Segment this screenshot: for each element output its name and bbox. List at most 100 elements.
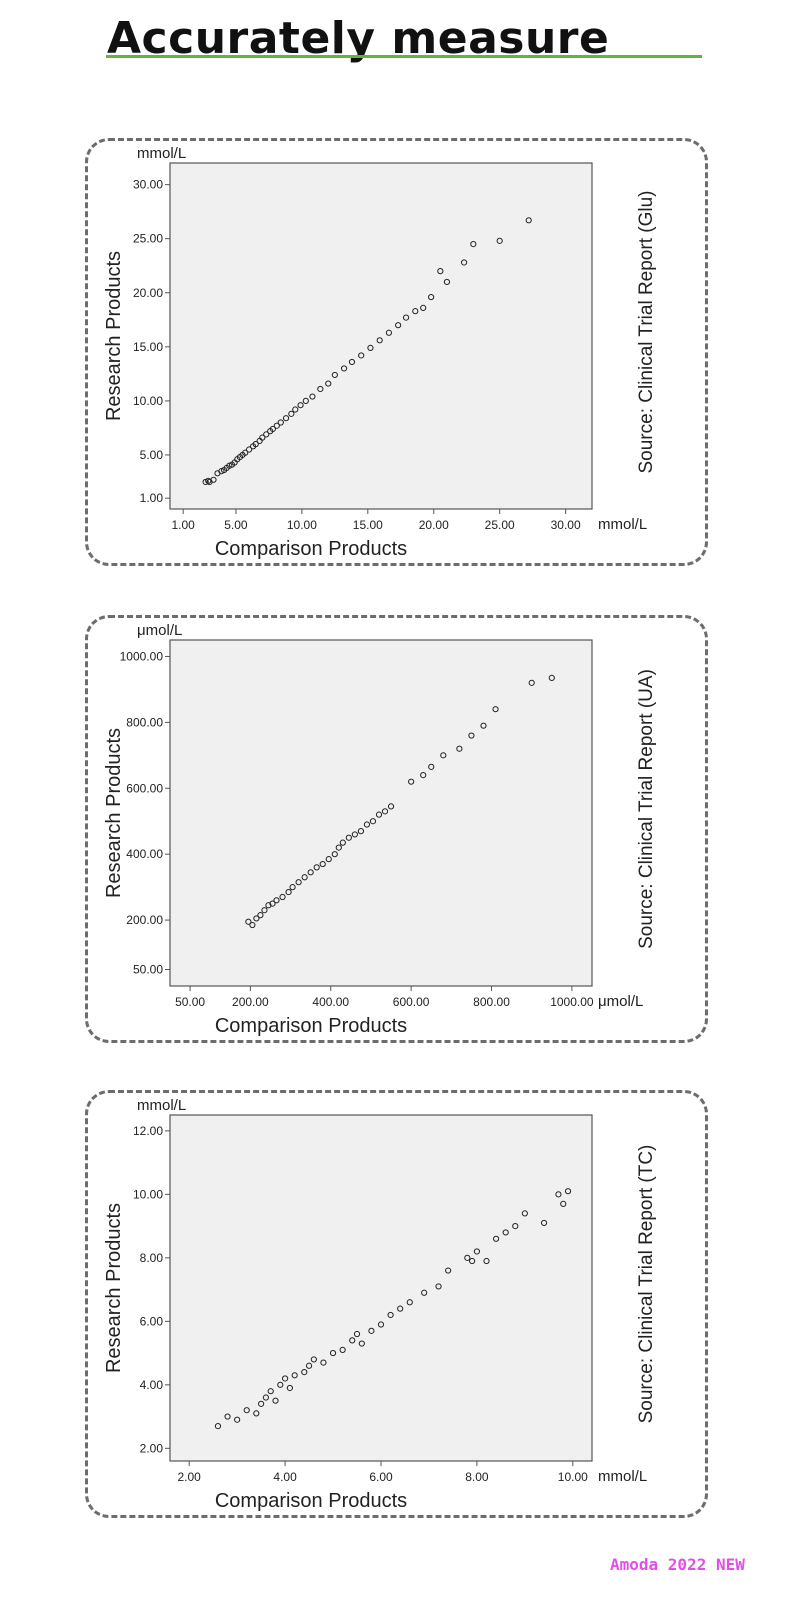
x-tick-label: 50.00 (175, 995, 205, 1009)
data-point (329, 1349, 337, 1357)
x-axis-title: Comparison Products (215, 1015, 407, 1037)
data-point (243, 1407, 250, 1414)
x-tick-label: 800.00 (473, 995, 510, 1009)
data-point (320, 1359, 327, 1366)
data-point (263, 431, 270, 438)
data-point (412, 308, 419, 315)
data-point (521, 1210, 528, 1217)
data-point (214, 1422, 222, 1430)
data-point (469, 1257, 476, 1265)
data-point (273, 422, 280, 429)
data-point (555, 1191, 562, 1198)
y-tick-label: 400.00 (126, 847, 163, 861)
x-tick-label: 5.00 (224, 518, 248, 532)
data-point (297, 402, 304, 409)
ua-chart-panel (85, 615, 708, 1043)
x-tick-label: 25.00 (485, 518, 515, 532)
data-point (548, 674, 555, 681)
y-tick-label: 600.00 (126, 781, 163, 795)
source-note: Source: Clinical Trial Report (UA) (636, 669, 657, 949)
data-point (470, 240, 477, 248)
x-tick-label: 10.00 (558, 1470, 588, 1484)
data-point (291, 1372, 298, 1379)
y-tick-label: 8.00 (140, 1251, 164, 1265)
y-axis-title: Research Products (103, 1203, 125, 1373)
data-point (525, 217, 532, 224)
data-point (369, 818, 377, 825)
data-point (421, 1289, 428, 1296)
data-point (285, 888, 292, 896)
data-point (269, 900, 276, 907)
y-tick-label: 200.00 (126, 913, 163, 927)
x-tick-label: 4.00 (273, 1470, 297, 1484)
x-tick-label: 10.00 (287, 518, 317, 532)
y-axis-unit: mmol/L (137, 1097, 186, 1114)
data-point (468, 732, 475, 739)
data-point (301, 1369, 308, 1376)
data-point (368, 1327, 375, 1334)
data-point (335, 844, 342, 851)
data-point (480, 722, 487, 729)
data-point (353, 1330, 361, 1338)
y-axis-unit: μmol/L (137, 622, 182, 639)
data-point (456, 745, 463, 752)
y-tick-label: 10.00 (133, 1187, 163, 1201)
x-axis-title: Comparison Products (215, 1490, 407, 1512)
data-point (397, 1305, 404, 1312)
y-tick-label: 6.00 (140, 1314, 164, 1328)
data-point (265, 902, 272, 909)
data-point (358, 352, 365, 359)
data-point (279, 893, 286, 901)
y-axis-title: Research Products (103, 728, 125, 898)
data-point (528, 679, 535, 686)
data-point (339, 839, 346, 846)
data-point (319, 860, 326, 868)
data-point (292, 406, 299, 413)
data-point (443, 278, 451, 286)
data-point (258, 1400, 265, 1407)
glu-chart-panel (85, 138, 708, 566)
data-point (387, 1311, 394, 1319)
data-point (395, 322, 402, 329)
data-point (295, 879, 302, 886)
data-point (540, 1219, 548, 1227)
x-axis-unit: mmol/L (598, 516, 647, 533)
data-point (428, 293, 435, 301)
data-point (325, 380, 332, 387)
y-tick-label: 15.00 (133, 340, 163, 354)
y-tick-label: 25.00 (133, 232, 163, 246)
data-point (261, 907, 268, 914)
y-tick-label: 20.00 (133, 286, 163, 300)
y-tick-label: 10.00 (133, 394, 163, 408)
data-point (317, 385, 324, 393)
x-tick-label: 30.00 (551, 518, 581, 532)
x-tick-label: 200.00 (232, 995, 269, 1009)
data-point (242, 449, 249, 456)
data-point (445, 1267, 452, 1274)
source-note: Source: Clinical Trial Report (TC) (636, 1145, 657, 1424)
data-point (288, 410, 295, 417)
data-point (269, 425, 276, 433)
data-point (560, 1200, 567, 1207)
data-point (406, 1299, 413, 1306)
brand-watermark: Amoda 2022 NEW (610, 1555, 745, 1574)
glu-scatter-plot: 1.00 5.00 10.00 15.00 20.00 25.00 30.00 1.00 5.0… (103, 145, 657, 560)
data-point (483, 1257, 490, 1265)
data-point (367, 344, 374, 351)
data-point (349, 1337, 356, 1344)
x-tick-label: 6.00 (369, 1470, 393, 1484)
data-point (252, 441, 259, 448)
data-point (358, 1340, 365, 1347)
tc-scatter-plot: 2.00 4.00 6.00 8.00 10.00 2.00 4.00 6.00 8.00 10.… (103, 1097, 657, 1512)
data-point (460, 259, 468, 266)
ua-scatter-plot: 50.00 200.00 400.00 600.00 800.00 1000.00 50.0… (103, 622, 657, 1037)
data-point (302, 397, 309, 404)
data-point (437, 268, 444, 275)
data-point (440, 752, 447, 759)
data-point (262, 1394, 270, 1401)
data-point (210, 476, 217, 483)
data-point (273, 897, 280, 904)
data-point (345, 834, 352, 841)
data-point (281, 1375, 289, 1382)
data-point (385, 329, 393, 336)
